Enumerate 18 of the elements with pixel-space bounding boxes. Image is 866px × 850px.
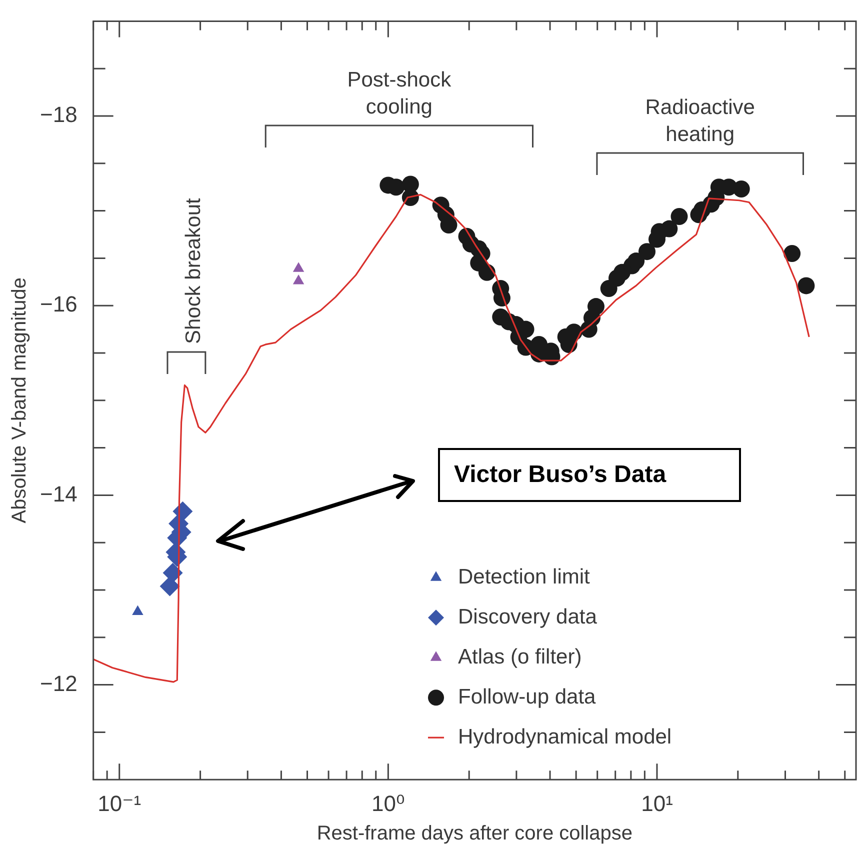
legend-label: Follow-up data — [458, 685, 596, 708]
x-tick-label: 10⁰ — [372, 790, 405, 816]
annotation: Shock breakout — [182, 198, 205, 344]
y-tick-label: −12 — [40, 670, 78, 696]
x-tick-label: 10¹ — [641, 790, 673, 816]
x-tick-label: 10⁻¹ — [98, 790, 142, 816]
y-tick-label: −14 — [40, 481, 78, 506]
x-axis-title: Rest-frame days after core collapse — [316, 822, 633, 845]
text-box: Victor Buso’s Data — [438, 448, 741, 502]
legend-label: Discovery data — [458, 605, 598, 628]
annotation: Radioactive heating — [645, 96, 755, 146]
legend-label: Atlas (o filter) — [458, 645, 582, 668]
y-tick-label: −16 — [40, 292, 78, 317]
legend-label: Detection limit — [458, 565, 590, 588]
annotation: Post-shock cooling — [347, 68, 452, 118]
y-axis-title: Absolute V-band magnitude — [8, 278, 31, 524]
y-tick-label: −18 — [40, 102, 78, 128]
legend-label: Hydrodynamical model — [458, 725, 672, 748]
